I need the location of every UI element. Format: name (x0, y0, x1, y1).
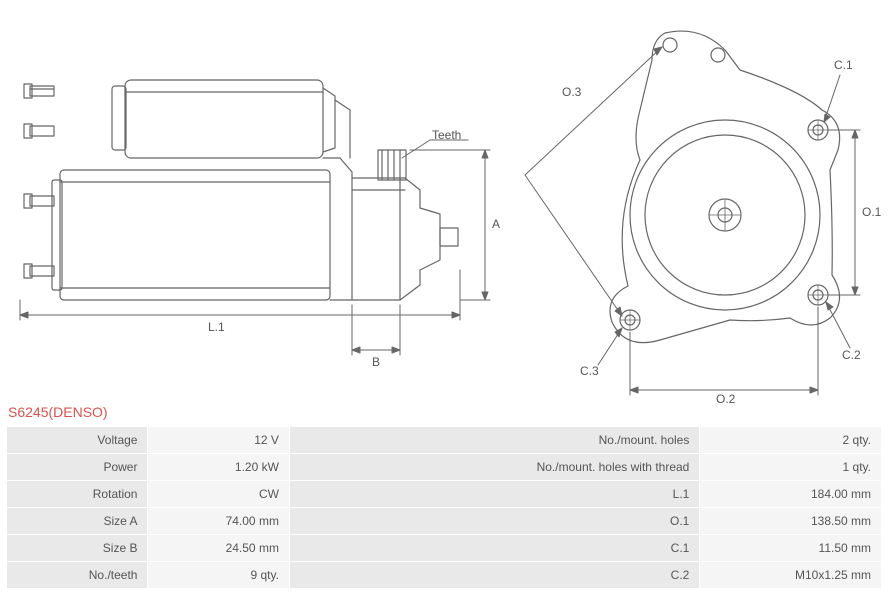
table-row: Voltage 12 V No./mount. holes 2 qty. (7, 427, 881, 453)
spec-val: 1 qty. (700, 454, 881, 480)
spec-key: L.1 (290, 481, 699, 507)
label-teeth: Teeth (432, 128, 461, 142)
spec-val: 9 qty. (148, 562, 288, 588)
label-c3: C.3 (580, 364, 599, 378)
drawing-svg (0, 0, 889, 400)
technical-drawings: Teeth A B L.1 O.1 O.2 O.3 C.1 C.2 C.3 (0, 0, 889, 400)
spec-key: No./mount. holes with thread (290, 454, 699, 480)
spec-val: 2 qty. (700, 427, 881, 453)
label-l1: L.1 (208, 320, 225, 334)
spec-key: Voltage (7, 427, 147, 453)
spec-key: Size A (7, 508, 147, 534)
spec-key: Size B (7, 535, 147, 561)
part-title: S6245(DENSO) (0, 400, 889, 426)
label-o2: O.2 (716, 392, 735, 406)
spec-key: O.1 (290, 508, 699, 534)
table-row: Size A 74.00 mm O.1 138.50 mm (7, 508, 881, 534)
spec-val: 12 V (148, 427, 288, 453)
spec-val: 74.00 mm (148, 508, 288, 534)
table-row: No./teeth 9 qty. C.2 M10x1.25 mm (7, 562, 881, 588)
spec-table: Voltage 12 V No./mount. holes 2 qty. Pow… (6, 426, 882, 589)
table-row: Rotation CW L.1 184.00 mm (7, 481, 881, 507)
table-row: Power 1.20 kW No./mount. holes with thre… (7, 454, 881, 480)
spec-key: No./teeth (7, 562, 147, 588)
spec-val: 138.50 mm (700, 508, 881, 534)
spec-key: No./mount. holes (290, 427, 699, 453)
spec-val: 11.50 mm (700, 535, 881, 561)
spec-key: Rotation (7, 481, 147, 507)
label-c2: C.2 (842, 348, 861, 362)
spec-key: Power (7, 454, 147, 480)
spec-tbody: Voltage 12 V No./mount. holes 2 qty. Pow… (7, 427, 881, 588)
spec-val: M10x1.25 mm (700, 562, 881, 588)
spec-key: C.2 (290, 562, 699, 588)
spec-val: 24.50 mm (148, 535, 288, 561)
label-b: B (372, 355, 380, 369)
spec-val: 184.00 mm (700, 481, 881, 507)
label-o3: O.3 (562, 85, 581, 99)
table-row: Size B 24.50 mm C.1 11.50 mm (7, 535, 881, 561)
label-o1: O.1 (862, 205, 881, 219)
label-c1: C.1 (834, 58, 853, 72)
label-a: A (492, 217, 500, 231)
spec-val: CW (148, 481, 288, 507)
spec-key: C.1 (290, 535, 699, 561)
spec-val: 1.20 kW (148, 454, 288, 480)
